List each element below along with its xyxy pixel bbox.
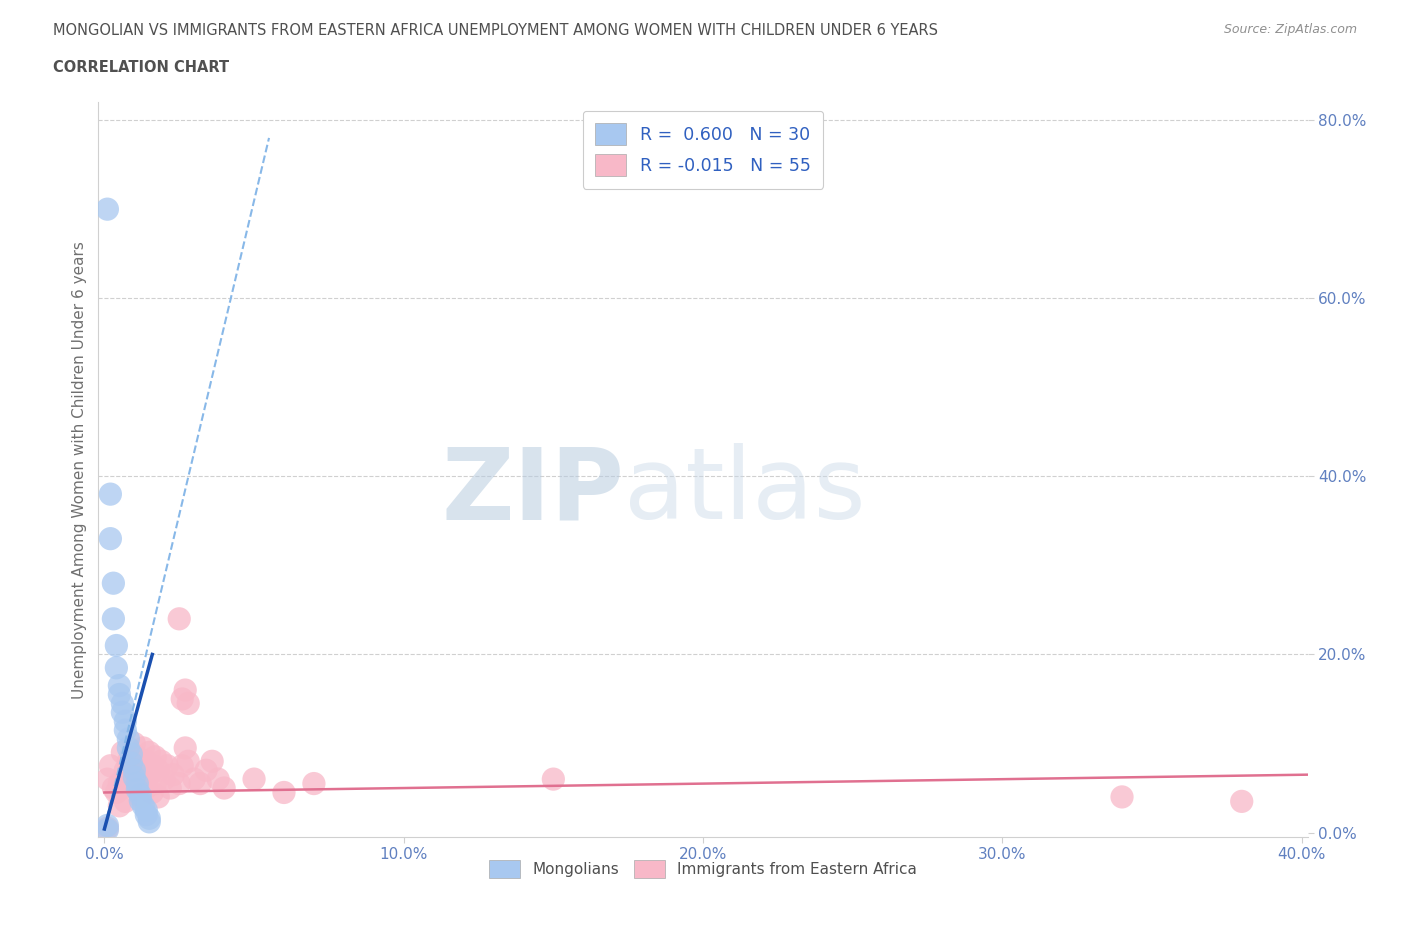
Point <box>273 785 295 800</box>
Point <box>117 740 139 755</box>
Point <box>177 696 200 711</box>
Point <box>124 770 146 785</box>
Point <box>117 754 139 769</box>
Point <box>172 692 194 707</box>
Point <box>96 818 118 833</box>
Text: ZIP: ZIP <box>441 444 624 540</box>
Point <box>114 794 136 809</box>
Point <box>117 732 139 747</box>
Point <box>108 678 131 693</box>
Point <box>129 793 152 808</box>
Point <box>159 780 181 795</box>
Point <box>201 754 224 769</box>
Point <box>120 756 142 771</box>
Legend: Mongolians, Immigrants from Eastern Africa: Mongolians, Immigrants from Eastern Afri… <box>484 854 922 884</box>
Point <box>105 638 128 653</box>
Point <box>243 772 266 787</box>
Point <box>111 745 134 760</box>
Point <box>150 754 173 769</box>
Point <box>114 723 136 737</box>
Point <box>162 767 184 782</box>
Text: Source: ZipAtlas.com: Source: ZipAtlas.com <box>1223 23 1357 36</box>
Point <box>138 745 160 760</box>
Point <box>129 790 152 804</box>
Point <box>212 780 235 795</box>
Point <box>127 777 149 791</box>
Point <box>100 531 122 546</box>
Point <box>141 785 163 800</box>
Point <box>1230 794 1253 809</box>
Point <box>207 772 229 787</box>
Point <box>183 772 205 787</box>
Point <box>543 772 565 787</box>
Point <box>108 687 131 702</box>
Point <box>111 705 134 720</box>
Text: CORRELATION CHART: CORRELATION CHART <box>53 60 229 75</box>
Text: atlas: atlas <box>624 444 866 540</box>
Point <box>124 763 146 777</box>
Point <box>96 820 118 835</box>
Point <box>153 772 176 787</box>
Point <box>100 486 122 501</box>
Point <box>138 767 160 782</box>
Point <box>188 777 211 791</box>
Point <box>127 750 149 764</box>
Point <box>96 822 118 837</box>
Y-axis label: Unemployment Among Women with Children Under 6 years: Unemployment Among Women with Children U… <box>72 241 87 698</box>
Point <box>172 758 194 773</box>
Point <box>129 763 152 777</box>
Text: MONGOLIAN VS IMMIGRANTS FROM EASTERN AFRICA UNEMPLOYMENT AMONG WOMEN WITH CHILDR: MONGOLIAN VS IMMIGRANTS FROM EASTERN AFR… <box>53 23 938 38</box>
Point <box>111 696 134 711</box>
Point <box>302 777 325 791</box>
Point <box>127 782 149 797</box>
Point <box>103 611 125 626</box>
Point <box>195 763 218 777</box>
Point <box>167 777 190 791</box>
Point <box>143 750 166 764</box>
Point <box>103 576 125 591</box>
Point <box>114 714 136 729</box>
Point <box>105 785 128 800</box>
Point <box>138 815 160 830</box>
Point <box>177 754 200 769</box>
Point <box>114 763 136 777</box>
Point <box>120 772 142 787</box>
Point <box>135 807 157 822</box>
Point <box>174 683 197 698</box>
Point <box>129 788 152 803</box>
Point <box>124 767 146 782</box>
Point <box>132 772 155 787</box>
Point <box>96 202 118 217</box>
Point <box>96 772 118 787</box>
Point <box>174 740 197 755</box>
Point <box>148 790 170 804</box>
Point <box>148 763 170 777</box>
Point <box>1111 790 1133 804</box>
Point <box>120 747 142 762</box>
Point <box>132 798 155 813</box>
Point <box>156 758 179 773</box>
Point <box>100 758 122 773</box>
Point <box>141 758 163 773</box>
Point <box>108 777 131 791</box>
Point <box>135 803 157 817</box>
Point <box>135 780 157 795</box>
Point <box>135 754 157 769</box>
Point <box>132 740 155 755</box>
Point <box>105 660 128 675</box>
Point <box>167 611 190 626</box>
Point <box>108 798 131 813</box>
Point <box>103 780 125 795</box>
Point <box>124 736 146 751</box>
Point <box>111 780 134 795</box>
Point <box>143 777 166 791</box>
Point <box>138 811 160 826</box>
